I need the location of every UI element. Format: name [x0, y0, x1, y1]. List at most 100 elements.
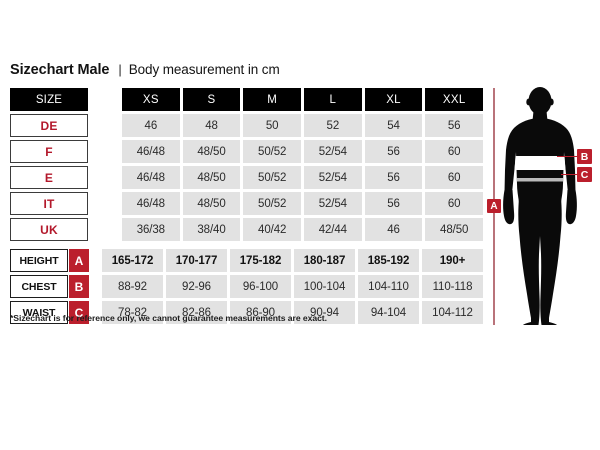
- cell-chest-xs: 88-92: [102, 275, 163, 298]
- cell-height-m: 175-182: [230, 249, 291, 272]
- row-it-cells: 46/48 48/50 50/52 52/54 56 60: [122, 192, 484, 215]
- cell-uk-l: 42/44: [304, 218, 362, 241]
- cell-f-xl: 56: [364, 140, 423, 163]
- cell-height-xxl: 190+: [422, 249, 483, 272]
- page-title: Sizechart Male | Body measurement in cm: [10, 62, 280, 78]
- row-uk-gutter: [109, 218, 122, 241]
- row-it-gutter: [109, 192, 122, 215]
- column-header-s: S: [182, 88, 241, 111]
- chest-marker-badge: B: [577, 149, 592, 164]
- cell-waist-l: 90-94: [294, 301, 355, 324]
- cell-de-l: 52: [304, 114, 362, 137]
- row-it-left-spacer: [88, 192, 109, 215]
- column-header-xs: XS: [122, 88, 180, 111]
- row-label-e: E: [10, 166, 88, 189]
- cell-f-s: 48/50: [182, 140, 241, 163]
- row-f-gutter: [109, 140, 122, 163]
- row-f-left-spacer: [88, 140, 109, 163]
- cell-height-s: 170-177: [166, 249, 227, 272]
- cell-uk-m: 40/42: [243, 218, 302, 241]
- cell-waist-xxl: 104-112: [422, 301, 483, 324]
- title-separator: |: [118, 62, 122, 77]
- cell-uk-xs: 36/38: [122, 218, 180, 241]
- row-label-it: IT: [10, 192, 88, 215]
- cell-it-l: 52/54: [304, 192, 362, 215]
- cell-chest-s: 92-96: [166, 275, 227, 298]
- row-de-cells: 46 48 50 52 54 56: [122, 114, 484, 137]
- column-header-m: M: [243, 88, 302, 111]
- body-figure-panel: A B C: [483, 82, 600, 327]
- badge-b-label: B: [69, 275, 89, 298]
- row-height-gutter: [89, 249, 102, 272]
- cell-de-s: 48: [182, 114, 241, 137]
- cell-uk-s: 38/40: [182, 218, 241, 241]
- row-height-cells: 165-172 170-177 175-182 180-187 185-192 …: [102, 249, 483, 272]
- cell-de-m: 50: [243, 114, 302, 137]
- cell-e-l: 52/54: [304, 166, 362, 189]
- row-e-cells: 46/48 48/50 50/52 52/54 56 60: [122, 166, 484, 189]
- cell-chest-l: 100-104: [294, 275, 355, 298]
- header-left-spacer: [88, 88, 109, 111]
- cell-height-xs: 165-172: [102, 249, 163, 272]
- title-main-text: Sizechart Male: [10, 62, 110, 78]
- table-row-height: HEIGHT A 165-172 170-177 175-182 180-187…: [10, 249, 483, 272]
- cell-e-s: 48/50: [182, 166, 241, 189]
- cell-height-xl: 185-192: [358, 249, 419, 272]
- row-label-height: HEIGHT: [10, 249, 68, 272]
- badge-a-label: A: [69, 249, 89, 272]
- chest-leader-line: [557, 156, 577, 158]
- footnote-text: *Sizechart is for reference only, we can…: [10, 313, 327, 323]
- table-row-uk: UK 36/38 38/40 40/42 42/44 46 48/50: [10, 218, 484, 241]
- cell-f-xs: 46/48: [122, 140, 180, 163]
- row-de-gutter: [109, 114, 122, 137]
- cell-it-xl: 56: [364, 192, 423, 215]
- cell-waist-xs: 78-82: [102, 301, 163, 324]
- row-label-f: F: [10, 140, 88, 163]
- header-gutter: [109, 88, 122, 111]
- table-row-chest: CHEST B 88-92 92-96 96-100 100-104 104-1…: [10, 275, 483, 298]
- row-e-gutter: [109, 166, 122, 189]
- cell-de-xs: 46: [122, 114, 180, 137]
- table-row-de: DE 46 48 50 52 54 56: [10, 114, 484, 137]
- row-label-uk: UK: [10, 218, 88, 241]
- table-row-f: F 46/48 48/50 50/52 52/54 56 60: [10, 140, 484, 163]
- cell-height-l: 180-187: [294, 249, 355, 272]
- row-uk-cells: 36/38 38/40 40/42 42/44 46 48/50: [122, 218, 484, 241]
- row-de-left-spacer: [88, 114, 109, 137]
- cell-chest-xl: 104-110: [358, 275, 419, 298]
- cell-e-m: 50/52: [243, 166, 302, 189]
- cell-it-m: 50/52: [243, 192, 302, 215]
- height-marker-badge: A: [487, 199, 501, 213]
- column-header-l: L: [304, 88, 362, 111]
- row-chest-gutter: [89, 275, 102, 298]
- cell-chest-xxl: 110-118: [422, 275, 483, 298]
- cell-f-m: 50/52: [243, 140, 302, 163]
- column-header-xl: XL: [364, 88, 423, 111]
- cell-chest-m: 96-100: [230, 275, 291, 298]
- waist-leader-line: [561, 174, 577, 176]
- row-e-left-spacer: [88, 166, 109, 189]
- row-label-waist: WAIST: [10, 301, 68, 324]
- table-row-waist: WAIST C 78-82 82-86 86-90 90-94 94-104 1…: [10, 301, 483, 324]
- column-header-size: SIZE: [10, 88, 88, 111]
- badge-c-label: C: [69, 301, 89, 324]
- cell-waist-m: 86-90: [230, 301, 291, 324]
- table-row-e: E 46/48 48/50 50/52 52/54 56 60: [10, 166, 484, 189]
- cell-waist-s: 82-86: [166, 301, 227, 324]
- cell-f-xxl: 60: [425, 140, 484, 163]
- size-table: SIZE XS S M L XL XXL DE 46 48 50 52 54: [10, 88, 484, 327]
- cell-uk-xxl: 48/50: [425, 218, 484, 241]
- cell-it-xxl: 60: [425, 192, 484, 215]
- row-chest-cells: 88-92 92-96 96-100 100-104 104-110 110-1…: [102, 275, 483, 298]
- column-header-xxl: XXL: [425, 88, 484, 111]
- row-waist-cells: 78-82 82-86 86-90 90-94 94-104 104-112: [102, 301, 483, 324]
- cell-f-l: 52/54: [304, 140, 362, 163]
- waist-marker-badge: C: [577, 167, 592, 182]
- cell-e-xs: 46/48: [122, 166, 180, 189]
- cell-it-s: 48/50: [182, 192, 241, 215]
- row-label-chest: CHEST: [10, 275, 68, 298]
- cell-de-xxl: 56: [425, 114, 484, 137]
- cell-waist-xl: 94-104: [358, 301, 419, 324]
- row-uk-left-spacer: [88, 218, 109, 241]
